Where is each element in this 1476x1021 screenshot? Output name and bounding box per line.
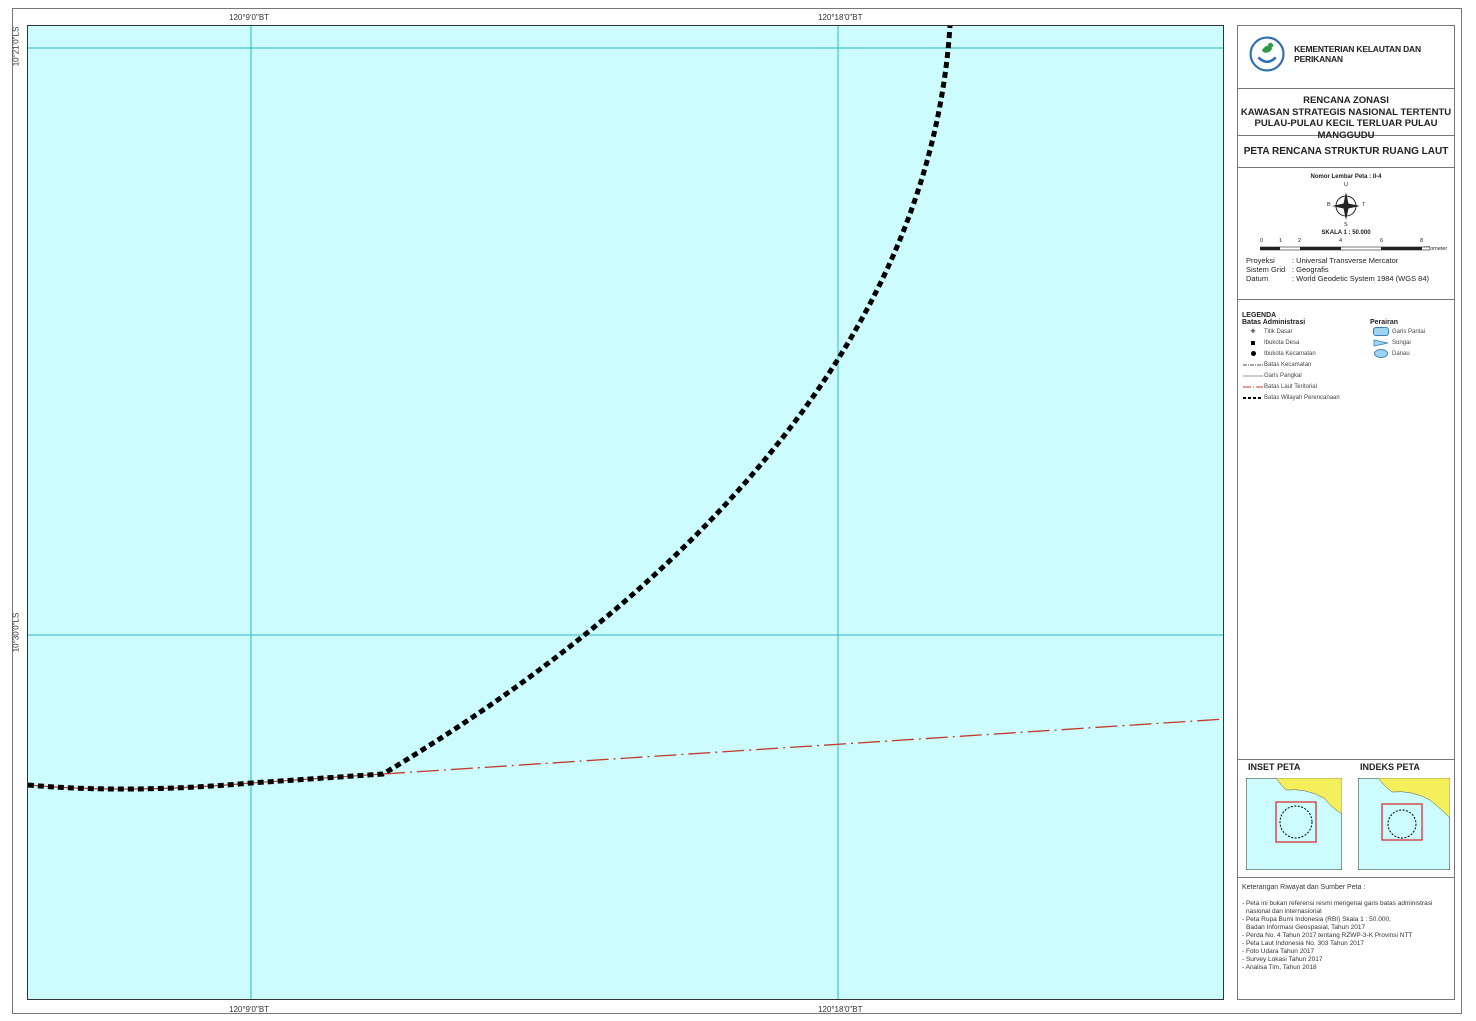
compass-west: B: [1327, 202, 1331, 208]
scale-tick-1: 1: [1279, 238, 1283, 244]
grid-system-value: : Geografis: [1292, 265, 1329, 274]
legend-item: Garis Pangkal: [1242, 370, 1370, 381]
inset-block: INSET PETA INDEKS PETA: [1238, 760, 1454, 878]
note-line: nasional dan internasional: [1246, 908, 1322, 915]
map-frame: [12, 8, 1462, 1014]
plan-title-line-3: PULAU-PULAU KECIL TERLUAR PULAU MANGGUDU: [1254, 118, 1438, 141]
village-capital-icon: [1242, 340, 1264, 345]
legend-label: Danau: [1392, 350, 1410, 357]
legend-item: ✚ Titik Dasar: [1242, 326, 1370, 337]
base-point-icon: ✚: [1250, 329, 1256, 335]
planning-boundary: [28, 26, 953, 792]
top-coord-right: 120°18'0"BT: [818, 13, 863, 22]
datum-value: : World Geodetic System 1984 (WGS 84): [1292, 274, 1429, 283]
note-line: - Perda No. 4 Tahun 2017 tentang RZWP-3-…: [1242, 932, 1413, 939]
inset-title: INSET PETA: [1248, 762, 1301, 772]
compass-north: U: [1344, 182, 1348, 188]
note-line: Badan Informasi Geospasial, Tahun 2017: [1246, 924, 1366, 931]
legend-label: Sungai: [1392, 339, 1411, 346]
district-capital-icon: [1242, 351, 1264, 356]
left-coord-bottom: 10°30'0"LS: [11, 612, 21, 653]
legend-label: Garis Pantai: [1392, 328, 1426, 335]
scale-unit: Kilometer: [1424, 246, 1448, 252]
legend-item: Ibukota Desa: [1242, 337, 1370, 348]
legend-admin-title: Batas Administrasi: [1242, 319, 1306, 326]
map-title: PETA RENCANA STRUKTUR RUANG LAUT: [1243, 146, 1449, 157]
scale-tick-0: 0: [1260, 238, 1264, 244]
coastline-icon: [1370, 327, 1392, 336]
bottom-coord-left: 120°9'0"BT: [229, 1005, 270, 1014]
ministry-logo-icon: [1249, 36, 1285, 72]
projection-value: : Universal Transverse Mercator: [1292, 256, 1399, 265]
scale-tick-5: 8: [1420, 238, 1424, 244]
left-coord-top: 10°21'0"LS: [11, 26, 21, 67]
sheet-number: Nomor Lembar Peta : II-4: [1310, 174, 1382, 180]
scale-label: SKALA 1 : 50.000: [1321, 230, 1371, 236]
legend-block: LEGENDA Batas Administrasi ✚ Titik Dasar …: [1238, 300, 1454, 760]
legend-item: Ibukota Kecamatan: [1242, 348, 1370, 359]
note-line: - Peta Laut Indonesia No. 303 Tahun 2017: [1242, 940, 1365, 947]
map-area[interactable]: [27, 25, 1224, 1000]
note-line: - Foto Udara Tahun 2017: [1242, 948, 1315, 955]
legend-panel: KEMENTERIAN KELAUTAN DAN PERIKANAN RENCA…: [1237, 25, 1455, 1000]
scale-tick-2: 2: [1298, 238, 1302, 244]
scale-tick-3: 4: [1339, 238, 1343, 244]
map-title-block: PETA RENCANA STRUKTUR RUANG LAUT: [1238, 136, 1454, 168]
lake-icon: [1370, 349, 1392, 358]
top-coord-left: 120°9'0"BT: [229, 13, 270, 22]
bottom-coord-right: 120°18'0"BT: [818, 1005, 863, 1014]
planning-area-icon: [1242, 396, 1264, 400]
notes: Keterangan Riwayat dan Sumber Peta : - P…: [1238, 878, 1454, 978]
legend-label: Batas Wilayah Perencanaan: [1264, 394, 1340, 401]
river-icon: [1370, 339, 1392, 347]
compass-icon: [1332, 192, 1360, 220]
scale-tick-4: 6: [1380, 238, 1384, 244]
legend-label: Ibukota Desa: [1264, 339, 1300, 346]
legend-label: Batas Laut Teritorial: [1264, 383, 1317, 390]
notes-block: Keterangan Riwayat dan Sumber Peta : - P…: [1238, 878, 1454, 999]
ministry-name: KEMENTERIAN KELAUTAN DAN PERIKANAN: [1294, 44, 1421, 64]
projection-info: Proyeksi: Universal Transverse Mercator …: [1246, 256, 1454, 283]
legend-label: Ibukota Kecamatan: [1264, 350, 1316, 357]
legend-water-title: Perairan: [1370, 319, 1399, 326]
compass-rose: U S T B: [1238, 182, 1454, 230]
note-line: - Peta ini bukan referensi resmi mengena…: [1242, 900, 1433, 907]
index-map-image: [1358, 778, 1450, 870]
grid-system-key: Sistem Grid: [1246, 265, 1286, 274]
plan-title-block: RENCANA ZONASI KAWASAN STRATEGIS NASIONA…: [1238, 89, 1454, 141]
compass-east: T: [1362, 202, 1366, 208]
plan-title-line-2: KAWASAN STRATEGIS NASIONAL TERTENTU: [1240, 106, 1452, 118]
legend-item: Batas Laut Teritorial: [1242, 381, 1370, 392]
legend-item: Danau: [1370, 348, 1450, 359]
map-info-block: Nomor Lembar Peta : II-4 U S T B SKALA 1…: [1238, 168, 1454, 300]
baseline-icon: [1242, 374, 1264, 378]
legend-title: LEGENDA: [1242, 312, 1277, 319]
projection-key: Proyeksi: [1246, 256, 1275, 265]
legend-label: Garis Pangkal: [1264, 372, 1302, 379]
district-boundary-icon: [1242, 363, 1264, 367]
territorial-sea-icon: [1242, 385, 1264, 389]
plan-title-line-1: RENCANA ZONASI: [1303, 95, 1389, 106]
legend-label: Batas Kecamatan: [1264, 361, 1312, 368]
note-line: - Survey Lokasi Tahun 2017: [1242, 956, 1323, 963]
notes-title: Keterangan Riwayat dan Sumber Peta :: [1242, 884, 1366, 891]
scale-bar: 0 1 2 4 6 8 Kilometer: [1238, 238, 1454, 256]
note-line: - Analisa Tim, Tahun 2018: [1242, 964, 1317, 971]
scale-bar-graphic: [1260, 246, 1430, 251]
legend-item: Garis Pantai: [1370, 326, 1450, 337]
note-line: - Peta Rupa Bumi Indonesia (RBI) Skala 1…: [1242, 916, 1391, 923]
legend-item: Batas Wilayah Perencanaan: [1242, 392, 1370, 403]
map-canvas: [28, 26, 1223, 999]
legend-item: Sungai: [1370, 337, 1450, 348]
datum-key: Datum: [1246, 274, 1269, 283]
legend-item: Batas Kecamatan: [1242, 359, 1370, 370]
legend-label: Titik Dasar: [1264, 328, 1293, 335]
ministry-header: KEMENTERIAN KELAUTAN DAN PERIKANAN: [1238, 26, 1454, 89]
inset-map-image: [1246, 778, 1342, 870]
compass-south: S: [1344, 222, 1348, 228]
index-title: INDEKS PETA: [1360, 762, 1420, 772]
territorial-boundary: [382, 718, 1223, 775]
